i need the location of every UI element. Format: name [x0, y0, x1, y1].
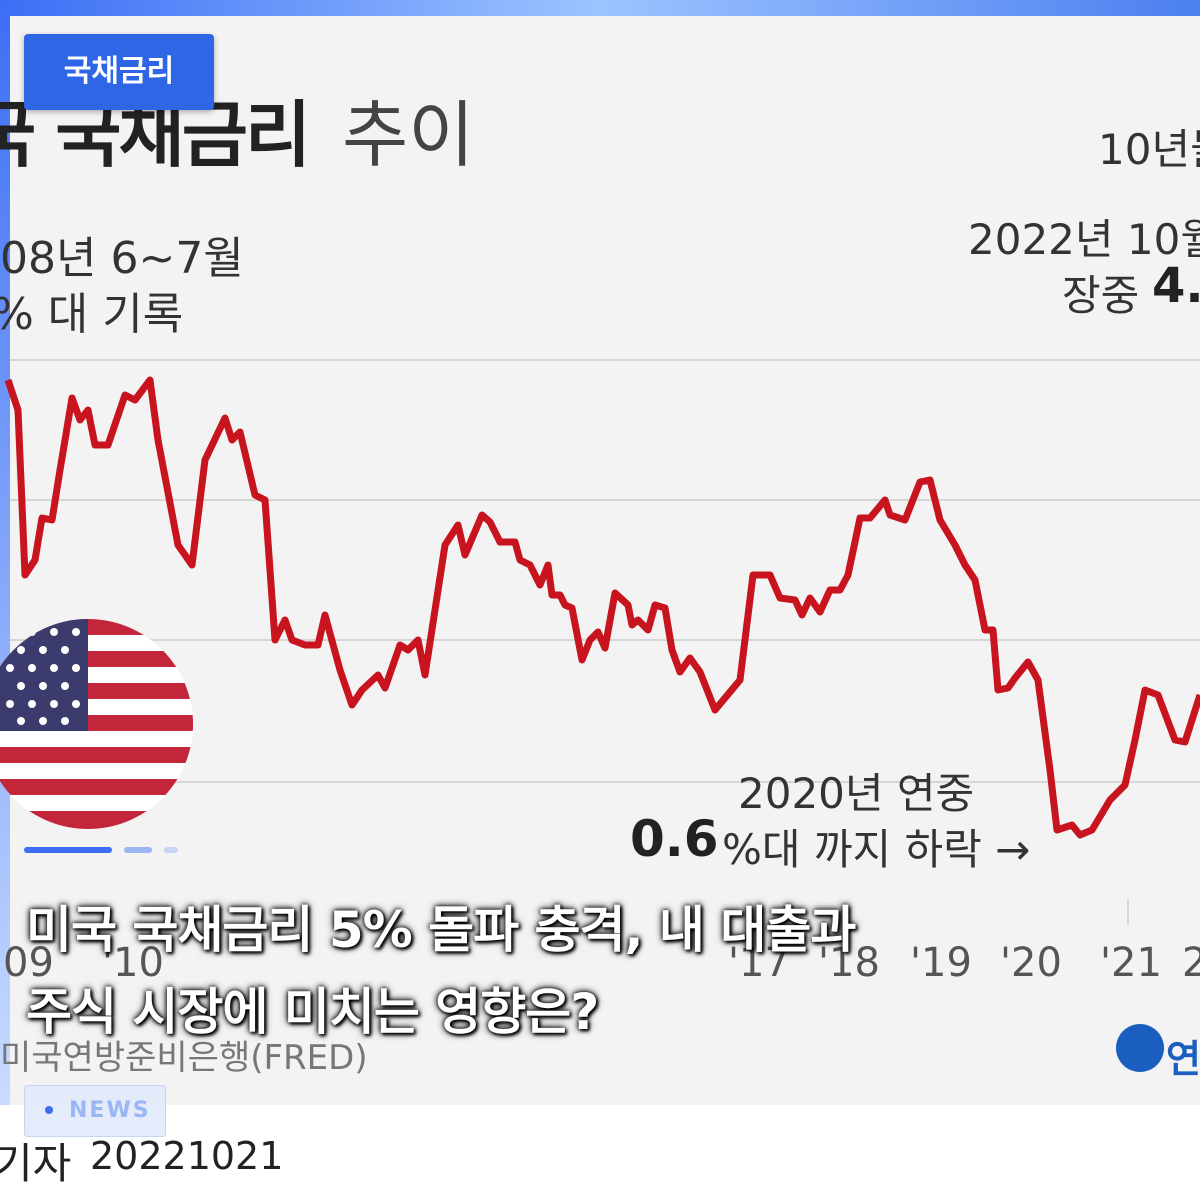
headline: 주식 시장에 미치는 영향은?	[26, 983, 599, 1041]
bottom-panel	[0, 1105, 1200, 1200]
note-2020: 2020년 연중	[738, 769, 975, 818]
left-border	[0, 0, 10, 1105]
note-2022-value: 4.	[1152, 258, 1200, 314]
page-dot	[164, 847, 178, 853]
note-2020: %대 까지 하락 →	[722, 825, 1031, 874]
note-2020-value: 0.6	[630, 810, 719, 868]
yield-line	[4, 376, 1200, 839]
byline-date: 20221021	[90, 1134, 284, 1178]
x-label: 2	[1182, 940, 1200, 986]
category-badge[interactable]: 국채금리	[24, 34, 214, 110]
byline-reporter: 기자	[0, 1139, 72, 1188]
x-label: '09	[0, 940, 54, 986]
news-label: NEWS	[69, 1098, 151, 1123]
page-dot-active	[24, 847, 112, 853]
page-dot	[124, 847, 152, 853]
x-label: '18	[818, 940, 880, 986]
note-2022: 2022년 10월	[968, 215, 1200, 264]
series-label: 10년물	[1098, 125, 1200, 174]
news-dot	[45, 1106, 53, 1114]
top-border	[0, 0, 1200, 16]
chart-title-light: 추이	[342, 93, 475, 177]
us-flag	[0, 619, 193, 829]
x-label: '19	[910, 940, 972, 986]
pagination	[24, 847, 178, 853]
x-label: '20	[1000, 940, 1062, 986]
news-tag: NEWS	[24, 1085, 166, 1137]
chart-image	[0, 359, 1200, 1072]
note-2022: 장중	[1062, 271, 1140, 320]
logo-text: 연	[1166, 1037, 1200, 1081]
x-label: '17	[728, 940, 790, 986]
headline: 미국 국채금리 5% 돌파 충격, 내 대출과	[26, 901, 856, 959]
x-label: '10	[102, 940, 164, 986]
source: 미국연방준비은행(FRED)	[0, 1038, 368, 1078]
note-2008: 08년 6~7월	[0, 233, 244, 284]
flag-stars	[6, 628, 80, 725]
logo-mark	[1116, 1024, 1164, 1072]
note-2008: % 대 기록	[0, 289, 184, 340]
x-label: '21	[1100, 940, 1162, 986]
